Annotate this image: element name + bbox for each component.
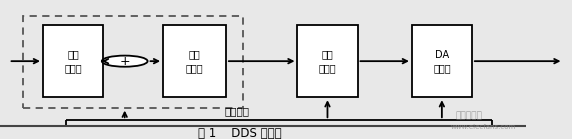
- Bar: [23, 16, 243, 108]
- Text: DA
转换器: DA 转换器: [433, 50, 451, 73]
- Text: 图 1    DDS 原理图: 图 1 DDS 原理图: [198, 127, 282, 139]
- Circle shape: [102, 56, 148, 67]
- Bar: [43, 25, 103, 97]
- Text: 波形
存储表: 波形 存储表: [319, 50, 336, 73]
- Text: 电子发烧友: 电子发烧友: [456, 111, 482, 120]
- Text: 相位
累加器: 相位 累加器: [186, 50, 203, 73]
- Bar: [297, 25, 358, 97]
- Bar: [163, 25, 226, 97]
- Bar: [412, 25, 472, 97]
- Text: 频率
寄存器: 频率 寄存器: [64, 50, 82, 73]
- Text: +: +: [120, 55, 130, 68]
- Text: 时钟频率: 时钟频率: [225, 106, 250, 116]
- Text: www.elecfans.com: www.elecfans.com: [451, 124, 516, 130]
